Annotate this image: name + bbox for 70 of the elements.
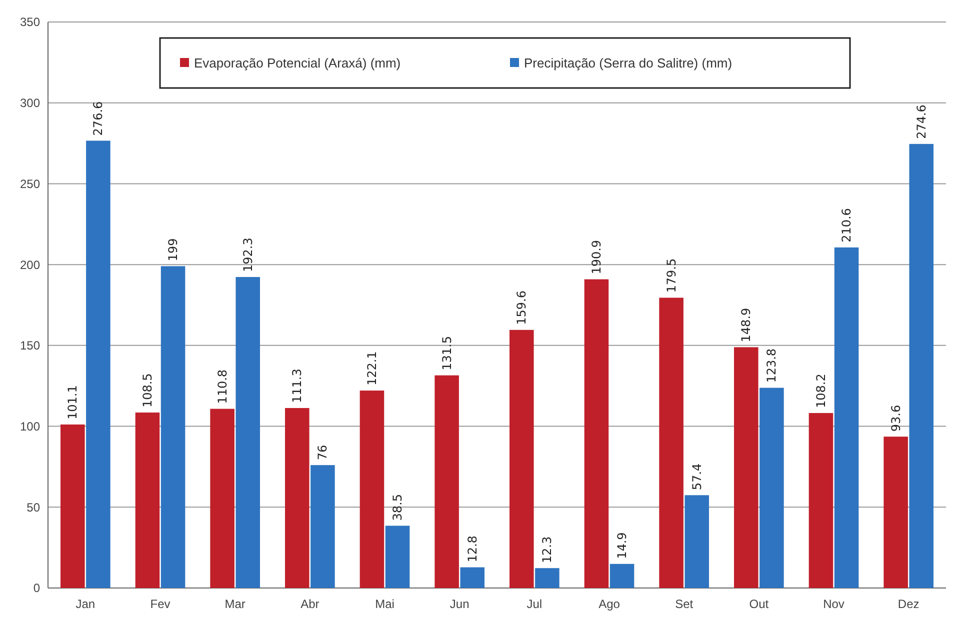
data-label: 12.3 — [540, 536, 554, 564]
y-tick-label: 200 — [20, 258, 40, 272]
data-label: 108.2 — [814, 374, 828, 408]
x-tick-label: Jan — [76, 597, 96, 611]
x-tick-label: Dez — [898, 597, 920, 611]
bar — [659, 298, 684, 588]
data-label: 210.6 — [840, 208, 854, 242]
bar — [86, 140, 110, 588]
x-tick-label: Fev — [150, 597, 170, 611]
data-label: 276.6 — [91, 101, 106, 136]
bar — [285, 408, 310, 588]
data-label: 192.3 — [240, 238, 255, 272]
bar — [834, 247, 859, 588]
y-tick-label: 150 — [20, 338, 40, 353]
data-label: 57.4 — [690, 463, 704, 490]
legend-label: Precipitação (Serra do Salitre) (mm) — [524, 56, 732, 71]
bar — [510, 330, 534, 588]
bar — [60, 424, 85, 588]
data-label: 12.8 — [465, 536, 480, 562]
data-label: 123.8 — [764, 348, 779, 383]
x-tick-label: Jun — [450, 597, 470, 611]
data-label: 14.9 — [615, 532, 630, 559]
data-label: 108.5 — [140, 373, 154, 408]
x-tick-label: Nov — [823, 597, 844, 611]
data-label: 199 — [166, 238, 180, 262]
data-label: 93.6 — [888, 404, 903, 432]
y-tick-label: 250 — [20, 176, 40, 191]
y-tick-label: 350 — [20, 15, 40, 30]
bar — [584, 279, 609, 588]
data-label: 76 — [316, 444, 330, 460]
legend-label: Evaporação Potencial (Araxá) (mm) — [194, 56, 401, 71]
data-label: 274.6 — [914, 104, 928, 139]
data-label: 159.6 — [514, 290, 529, 325]
bar — [135, 412, 160, 588]
data-label: 38.5 — [390, 494, 405, 521]
data-label: 111.3 — [290, 368, 304, 404]
x-tick-label: Jul — [526, 597, 542, 611]
y-tick-label: 0 — [33, 581, 40, 596]
bar — [610, 564, 634, 588]
bar — [310, 465, 335, 588]
bar — [808, 413, 834, 588]
bar — [884, 436, 908, 588]
bar — [360, 390, 384, 588]
bar — [760, 388, 784, 588]
bar — [210, 408, 234, 588]
bar — [385, 526, 410, 588]
bar — [460, 567, 484, 588]
data-label: 131.5 — [440, 336, 454, 370]
bar — [160, 266, 186, 588]
x-tick-label: Ago — [598, 597, 620, 611]
bar — [236, 277, 260, 588]
data-label: 179.5 — [664, 258, 678, 293]
x-tick-label: Set — [675, 597, 694, 611]
x-tick-label: Abr — [300, 597, 320, 611]
x-tick-label: Out — [749, 597, 770, 611]
bar — [535, 568, 560, 588]
data-label: 190.9 — [589, 240, 604, 274]
y-tick-label: 300 — [20, 96, 40, 110]
data-label: 110.8 — [215, 369, 230, 404]
bar — [909, 144, 934, 588]
bar — [734, 347, 758, 588]
bar — [434, 375, 459, 588]
x-tick-label: Mar — [224, 597, 246, 611]
y-tick-label: 50 — [26, 500, 40, 514]
y-tick-label: 100 — [20, 419, 40, 434]
x-tick-label: Mai — [375, 597, 394, 611]
data-label: 122.1 — [364, 351, 379, 386]
data-label: 148.9 — [739, 308, 754, 342]
bar — [684, 495, 709, 588]
data-label: 101.1 — [66, 385, 80, 420]
